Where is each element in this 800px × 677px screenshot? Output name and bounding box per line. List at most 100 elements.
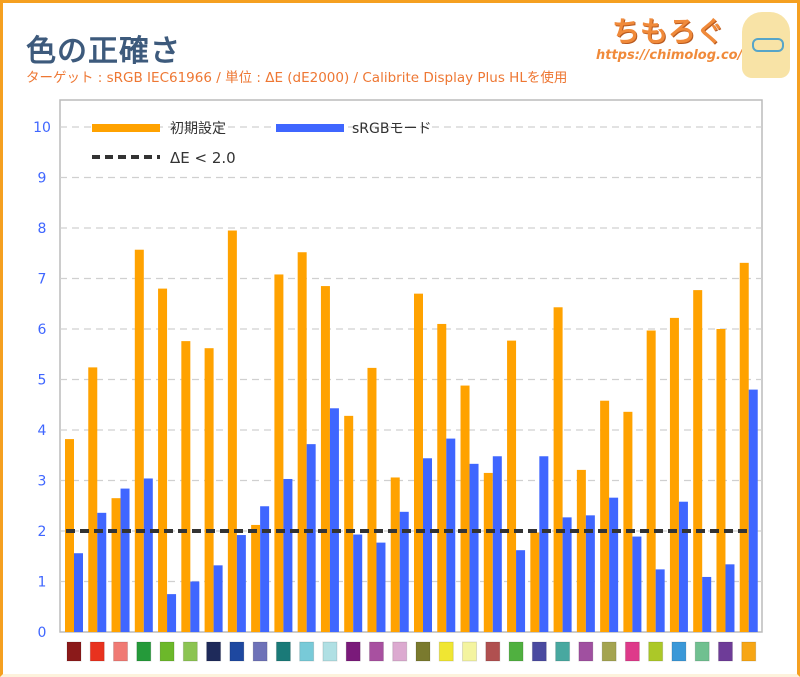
color-swatch — [624, 641, 640, 662]
bar-initial — [320, 286, 330, 632]
color-swatch — [578, 641, 594, 662]
bar-initial — [693, 290, 703, 632]
color-swatch — [392, 641, 408, 662]
color-swatch — [159, 641, 175, 662]
site-logo: ちもろぐ https://chimolog.co/ — [596, 10, 792, 80]
bar-initial — [111, 498, 121, 632]
bar-initial — [530, 532, 540, 632]
color-swatch — [508, 641, 524, 662]
y-tick-label: 2 — [38, 524, 47, 540]
bar-initial — [716, 329, 726, 632]
color-swatch — [671, 641, 687, 662]
color-swatch — [717, 641, 733, 662]
bar-initial — [367, 367, 377, 632]
bar-srgb — [492, 456, 502, 632]
y-tick-label: 0 — [38, 625, 47, 641]
bar-initial — [669, 317, 679, 632]
color-swatch — [182, 641, 198, 662]
bar-srgb — [678, 501, 688, 632]
bar-srgb — [539, 456, 549, 632]
bar-initial — [600, 400, 610, 632]
color-swatch — [368, 641, 384, 662]
color-swatch — [648, 641, 664, 662]
bar-initial — [204, 348, 214, 632]
bar-srgb — [632, 536, 642, 632]
bar-initial — [88, 367, 98, 632]
y-tick-label: 3 — [38, 474, 47, 490]
logo-text: ちもろぐ — [612, 15, 725, 48]
bar-srgb — [562, 517, 572, 632]
bar-srgb — [423, 458, 432, 632]
bar-initial — [414, 293, 423, 632]
legend-label-initial: 初期設定 — [170, 120, 226, 137]
bar-initial — [646, 330, 656, 632]
color-swatch — [555, 641, 571, 662]
bar-srgb — [97, 512, 107, 632]
bar-srgb — [446, 438, 456, 632]
bar-srgb — [748, 389, 758, 632]
bar-initial — [181, 341, 191, 632]
color-swatch — [275, 641, 291, 662]
bar-srgb — [399, 511, 409, 632]
bar-srgb — [283, 478, 293, 632]
y-tick-label: 8 — [38, 221, 47, 237]
bar-srgb — [655, 569, 665, 632]
bar-srgb — [469, 463, 479, 632]
color-swatch — [345, 641, 361, 662]
color-swatch — [601, 641, 617, 662]
y-tick-label: 1 — [38, 575, 47, 591]
y-tick-label: 5 — [38, 373, 47, 389]
bar-initial — [507, 340, 517, 632]
logo-url: https://chimolog.co/ — [596, 48, 743, 63]
bar-initial — [576, 469, 586, 632]
color-swatch — [229, 641, 245, 662]
bar-srgb — [190, 581, 200, 632]
bar-srgb — [143, 478, 153, 632]
color-swatch — [415, 641, 431, 662]
bar-initial — [344, 415, 354, 632]
bar-initial — [623, 411, 633, 632]
bar-srgb — [585, 515, 595, 632]
legend-label-srgb: sRGBモード — [352, 121, 431, 137]
plot-area — [59, 99, 763, 633]
color-swatch — [206, 641, 222, 662]
page-title: 色の正確さ — [26, 34, 181, 69]
bar-initial — [390, 477, 400, 632]
color-swatch — [136, 641, 152, 662]
bar-srgb — [167, 594, 177, 632]
bar-initial — [460, 385, 470, 632]
legend-swatch-srgb — [276, 124, 344, 132]
bar-srgb — [213, 565, 223, 632]
bar-srgb — [725, 564, 735, 632]
legend: 初期設定 sRGBモード ΔE < 2.0 — [92, 120, 431, 167]
color-swatch — [741, 641, 757, 662]
color-swatch — [299, 641, 315, 662]
color-swatch — [322, 641, 338, 662]
bar-srgb — [353, 534, 363, 632]
bar-initial — [65, 439, 74, 632]
mascot-icon — [742, 12, 790, 78]
bar-initial — [483, 472, 493, 632]
color-swatch — [66, 641, 82, 662]
legend-label-reference: ΔE < 2.0 — [170, 149, 236, 167]
bar-srgb — [74, 553, 83, 632]
bar-srgb — [329, 408, 339, 632]
bar-initial — [297, 252, 307, 633]
color-swatch — [462, 641, 478, 662]
bar-srgb — [306, 444, 316, 632]
color-swatch — [252, 641, 268, 662]
y-tick-label: 10 — [33, 120, 51, 136]
bar-initial — [134, 249, 144, 632]
bar-srgb — [236, 535, 246, 632]
bar-srgb — [260, 506, 270, 632]
bar-initial — [437, 323, 447, 632]
color-swatch — [438, 641, 454, 662]
color-swatch — [694, 641, 710, 662]
y-tick-label: 4 — [38, 423, 47, 439]
legend-swatch-initial — [92, 124, 160, 132]
bar-initial — [227, 230, 237, 632]
bar-srgb — [516, 550, 526, 632]
color-swatch — [531, 641, 547, 662]
y-tick-label: 9 — [38, 171, 47, 187]
